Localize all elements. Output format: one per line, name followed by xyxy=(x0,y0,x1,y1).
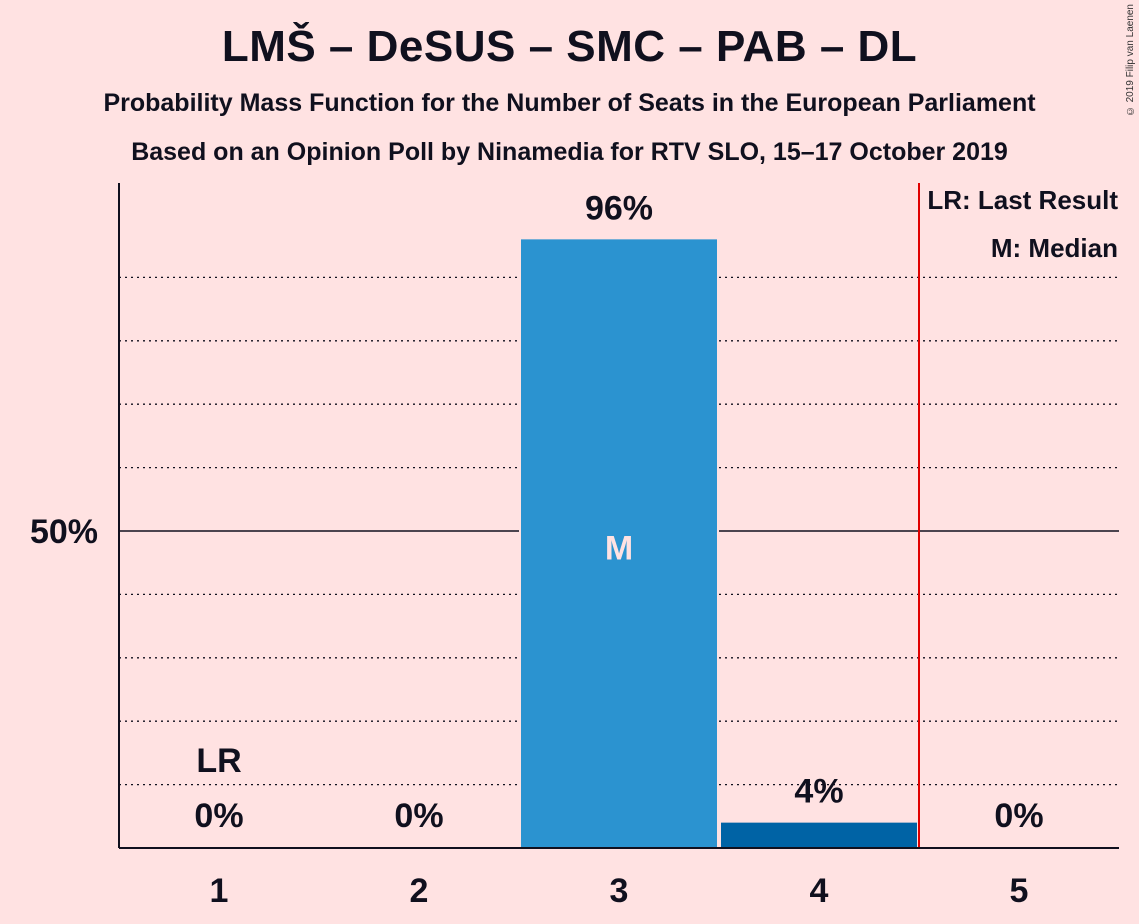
x-tick-label-2: 2 xyxy=(410,872,429,910)
legend-median: M: Median xyxy=(991,233,1118,263)
y-tick-label: 50% xyxy=(30,513,98,551)
bar-4 xyxy=(721,822,917,848)
x-tick-label-1: 1 xyxy=(210,872,229,910)
labels: 50% 0% 1 LR 0% 2 96% 3 M 4% 4 0% 5 xyxy=(30,189,1044,910)
x-tick-label-5: 5 xyxy=(1010,872,1029,910)
value-label-1: 0% xyxy=(194,797,243,835)
value-label-2: 0% xyxy=(394,797,443,835)
value-label-3: 96% xyxy=(585,189,653,227)
last-result-marker: LR xyxy=(196,742,241,780)
chart-subtitle-poll: Based on an Opinion Poll by Ninamedia fo… xyxy=(131,138,1008,166)
value-label-5: 0% xyxy=(994,797,1043,835)
bars xyxy=(519,183,920,849)
bar-3 xyxy=(521,239,717,849)
value-label-4: 4% xyxy=(794,773,843,811)
legend-last-result: LR: Last Result xyxy=(927,185,1118,215)
x-tick-label-4: 4 xyxy=(810,872,829,910)
chart-title: LMŠ – DeSUS – SMC – PAB – DL xyxy=(221,22,918,71)
median-marker: M xyxy=(605,530,633,568)
chart-subtitle: Probability Mass Function for the Number… xyxy=(103,89,1036,117)
x-tick-label-3: 3 xyxy=(610,872,629,910)
